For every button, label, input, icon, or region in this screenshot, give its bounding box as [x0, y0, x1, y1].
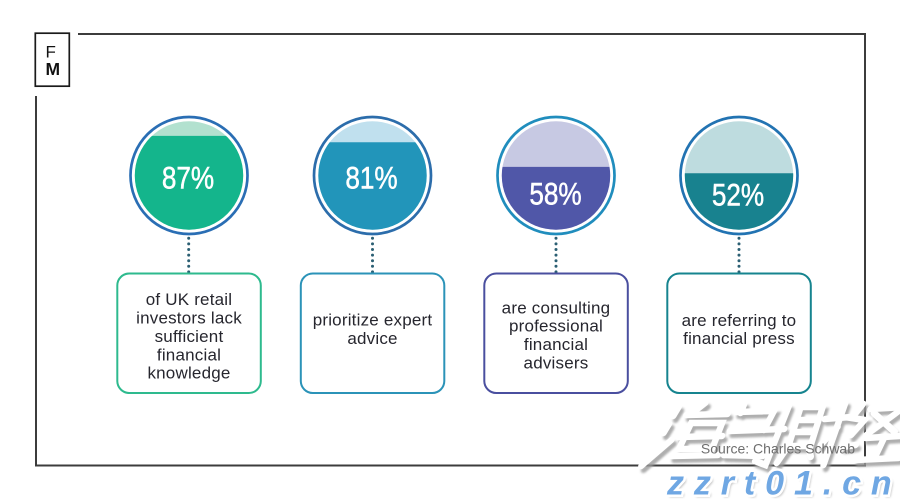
svg-text:advice: advice: [347, 329, 397, 348]
svg-text:Source: Charles Schwab: Source: Charles Schwab: [701, 441, 855, 457]
svg-text:financial: financial: [524, 335, 588, 354]
svg-text:professional: professional: [509, 317, 603, 336]
svg-text:are consulting: are consulting: [502, 298, 611, 317]
svg-text:financial: financial: [157, 345, 221, 364]
svg-text:prioritize expert: prioritize expert: [313, 311, 433, 330]
svg-text:are referring to: are referring to: [682, 311, 797, 330]
svg-text:81%: 81%: [345, 161, 397, 196]
svg-text:zzrt01.cn: zzrt01.cn: [666, 465, 900, 499]
svg-text:of UK retail: of UK retail: [146, 290, 233, 309]
svg-text:M: M: [46, 59, 61, 79]
svg-text:F: F: [46, 42, 56, 61]
svg-text:52%: 52%: [712, 178, 764, 213]
svg-text:investors lack: investors lack: [136, 309, 242, 328]
svg-text:87%: 87%: [162, 161, 214, 196]
svg-text:financial press: financial press: [683, 329, 795, 348]
svg-text:knowledge: knowledge: [147, 364, 230, 383]
svg-text:zzrt01.cn: zzrt01.cn: [666, 465, 900, 499]
svg-text:zzrt01.cn: zzrt01.cn: [669, 467, 900, 499]
svg-text:58%: 58%: [529, 177, 581, 212]
svg-text:advisers: advisers: [524, 354, 589, 373]
svg-text:sufficient: sufficient: [155, 327, 224, 346]
